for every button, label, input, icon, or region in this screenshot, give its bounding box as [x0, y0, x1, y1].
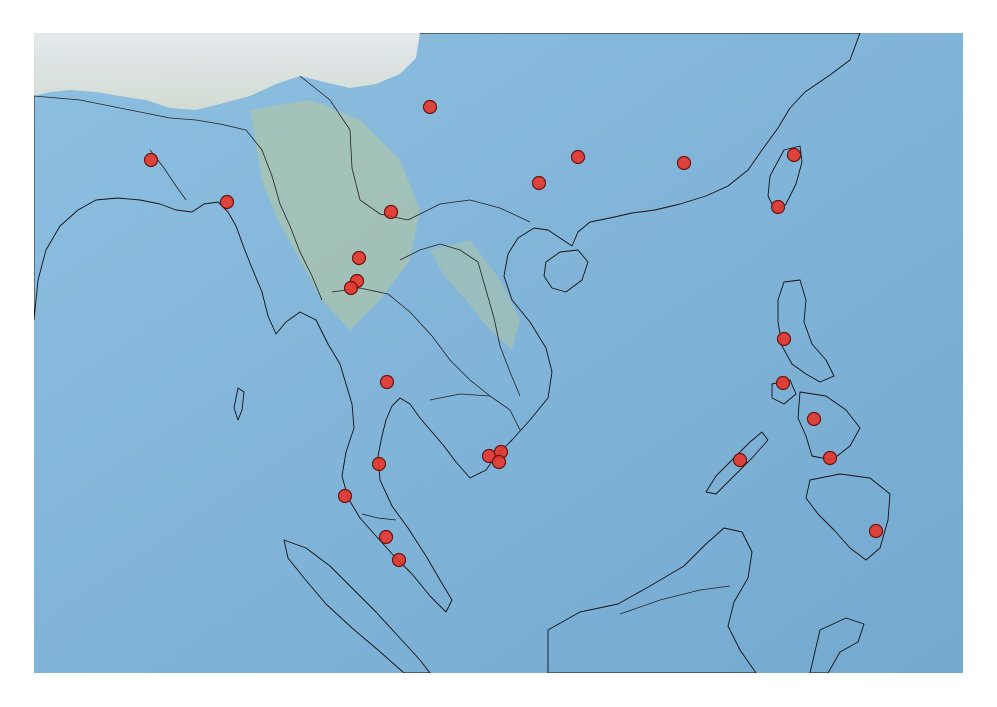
location-marker[interactable] [391, 552, 407, 568]
palawan-island [705, 431, 769, 495]
visayas-islands [797, 391, 861, 461]
location-marker[interactable] [219, 194, 235, 210]
mindanao-island [805, 473, 891, 561]
location-marker[interactable] [776, 331, 792, 347]
highland-shading-south [430, 240, 520, 350]
taiwan-island [767, 145, 803, 213]
location-marker[interactable] [570, 149, 586, 165]
country-borders [34, 75, 731, 615]
sulawesi-edge [809, 617, 865, 673]
location-marker[interactable] [822, 450, 838, 466]
location-marker[interactable] [676, 155, 692, 171]
luzon-island [777, 279, 835, 383]
location-marker[interactable] [770, 199, 786, 215]
ocean [34, 33, 963, 673]
map-panel[interactable] [34, 33, 963, 673]
map-canvas[interactable] [34, 33, 963, 673]
location-marker[interactable] [383, 204, 399, 220]
location-marker[interactable] [351, 250, 367, 266]
location-marker[interactable] [806, 411, 822, 427]
location-marker[interactable] [343, 280, 359, 296]
location-marker[interactable] [378, 529, 394, 545]
hainan-island [543, 249, 589, 293]
location-marker[interactable] [531, 175, 547, 191]
tibetan-plateau [34, 33, 420, 110]
location-marker[interactable] [422, 99, 438, 115]
andaman-islands [233, 387, 245, 421]
borneo-island [547, 527, 757, 673]
location-marker[interactable] [786, 147, 802, 163]
location-marker[interactable] [491, 454, 507, 470]
highland-shading [250, 100, 420, 330]
sumatra-island [283, 539, 431, 673]
location-marker[interactable] [143, 152, 159, 168]
location-marker[interactable] [775, 375, 791, 391]
location-marker[interactable] [379, 374, 395, 390]
markers-layer [143, 99, 884, 568]
location-marker[interactable] [337, 488, 353, 504]
location-marker[interactable] [732, 452, 748, 468]
location-marker[interactable] [868, 523, 884, 539]
location-marker[interactable] [371, 456, 387, 472]
